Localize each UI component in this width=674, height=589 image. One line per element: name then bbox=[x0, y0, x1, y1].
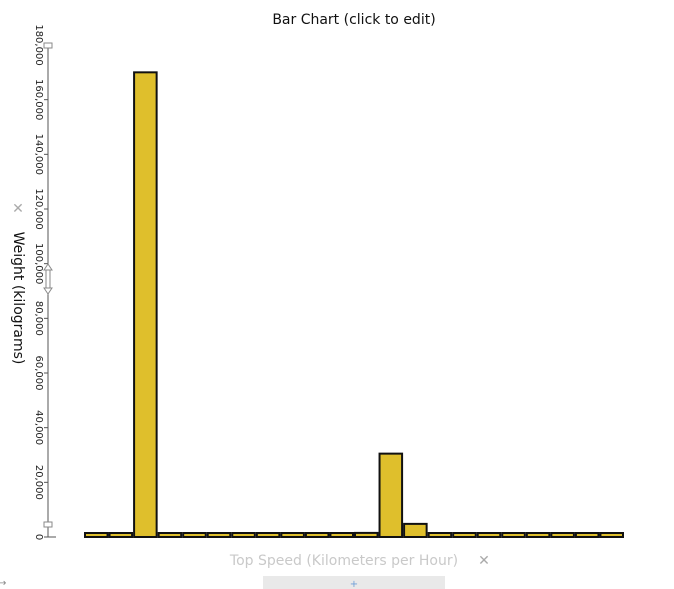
bar[interactable] bbox=[354, 531, 379, 539]
add-series-strip[interactable] bbox=[263, 576, 445, 589]
y-tick-label: 20,000 bbox=[33, 465, 44, 500]
y-axis-ticks: 0 20,000 40,000 60,000 80,000 100,000 120,000 1… bbox=[33, 24, 48, 540]
bar[interactable] bbox=[378, 452, 404, 538]
bars bbox=[84, 71, 624, 539]
y-tick-label: 0 bbox=[33, 534, 44, 540]
axis-drag-down-handle[interactable] bbox=[43, 287, 53, 295]
bar[interactable] bbox=[304, 532, 330, 538]
y-tick-label: 100,000 bbox=[33, 243, 44, 284]
bar[interactable] bbox=[231, 532, 256, 538]
bar[interactable] bbox=[255, 532, 281, 538]
y-tick-label: 80,000 bbox=[33, 301, 44, 336]
bar[interactable] bbox=[550, 532, 575, 538]
y-tick-label: 160,000 bbox=[33, 79, 44, 120]
bar[interactable] bbox=[182, 532, 207, 538]
axis-min-handle[interactable] bbox=[43, 521, 53, 528]
add-series-button[interactable]: + bbox=[263, 576, 445, 589]
y-tick-label: 120,000 bbox=[33, 188, 44, 229]
bar[interactable] bbox=[108, 532, 134, 538]
plus-icon: + bbox=[350, 579, 358, 589]
chart-title[interactable]: Bar Chart (click to edit) bbox=[272, 12, 435, 28]
bar[interactable] bbox=[157, 532, 183, 538]
bar[interactable] bbox=[501, 532, 526, 538]
x-axis-label[interactable]: Top Speed (Kilometers per Hour) bbox=[229, 553, 458, 569]
bar[interactable] bbox=[329, 532, 355, 538]
bar[interactable] bbox=[599, 532, 624, 538]
axis-max-handle[interactable] bbox=[43, 42, 53, 49]
y-tick-label: 140,000 bbox=[33, 134, 44, 175]
y-tick-label: 40,000 bbox=[33, 410, 44, 445]
bar[interactable] bbox=[206, 532, 232, 538]
bar[interactable] bbox=[280, 532, 305, 538]
remove-x-axis-icon[interactable]: ✕ bbox=[478, 553, 490, 569]
axis-range-handles bbox=[43, 42, 53, 528]
bar[interactable] bbox=[84, 532, 109, 538]
y-tick-label: 180,000 bbox=[33, 24, 44, 65]
axis-drag-handle[interactable] bbox=[45, 269, 51, 289]
bar[interactable] bbox=[133, 71, 158, 538]
bar[interactable] bbox=[403, 522, 428, 539]
axis-drag-up-handle[interactable] bbox=[43, 263, 53, 271]
bar[interactable] bbox=[574, 532, 600, 538]
arrow-right-icon[interactable]: → bbox=[0, 578, 6, 589]
remove-y-axis-icon[interactable]: ✕ bbox=[12, 201, 24, 217]
y-axis-label[interactable]: Weight (kilograms) bbox=[10, 232, 26, 365]
y-tick-label: 60,000 bbox=[33, 356, 44, 391]
bar[interactable] bbox=[476, 532, 502, 538]
bar[interactable] bbox=[427, 532, 453, 538]
bar[interactable] bbox=[525, 532, 551, 538]
bar[interactable] bbox=[452, 532, 477, 538]
